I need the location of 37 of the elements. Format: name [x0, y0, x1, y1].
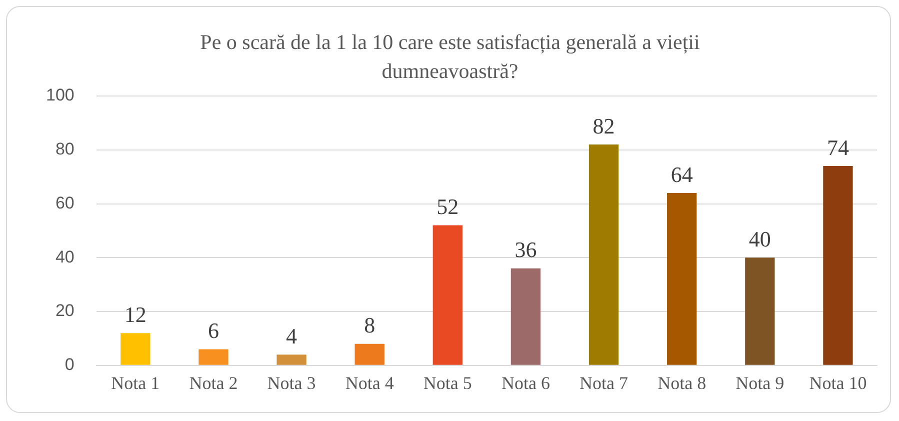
data-label: 12: [124, 302, 146, 327]
bar: [823, 166, 853, 365]
x-tick-label: Nota 10: [809, 372, 867, 393]
data-label: 6: [208, 318, 219, 344]
x-tick-label: Nota 4: [345, 372, 394, 393]
data-label: 82: [592, 113, 615, 138]
x-tick-label: Nota 6: [501, 372, 550, 393]
data-label: 8: [364, 312, 376, 338]
bar: [588, 144, 619, 365]
x-tick-label: Nota 5: [423, 372, 472, 393]
bar: [745, 258, 775, 365]
bar: [432, 225, 462, 365]
data-label: 36: [514, 237, 537, 262]
y-tick-label: 60: [55, 193, 74, 212]
y-tick-label: 20: [55, 301, 74, 320]
x-tick-label: Nota 3: [267, 372, 316, 393]
chart-title: Pe o scară de la 1 la 10 care este satisfacția generală a vieții dumneavoastră?: [199, 29, 701, 85]
data-label: 40: [748, 226, 771, 252]
x-tick-label: Nota 8: [658, 372, 706, 393]
y-tick-label: 0: [64, 355, 74, 374]
data-label: 74: [826, 134, 849, 160]
bar: [198, 349, 228, 365]
data-label: 52: [436, 194, 459, 220]
bar: [120, 333, 150, 365]
y-tick-label: 80: [55, 140, 74, 159]
x-tick-label: Nota 2: [189, 372, 238, 393]
bar: [354, 344, 384, 365]
bar: [510, 268, 541, 365]
x-tick-label: Nota 7: [580, 372, 628, 393]
x-tick-label: Nota 1: [111, 372, 160, 393]
data-label: 4: [286, 323, 298, 348]
y-tick-label: 40: [55, 247, 74, 266]
bar: [276, 354, 306, 365]
data-label: 64: [670, 162, 693, 187]
y-tick-label: 100: [46, 86, 74, 105]
x-tick-label: Nota 9: [736, 372, 784, 393]
bar: [667, 192, 697, 365]
